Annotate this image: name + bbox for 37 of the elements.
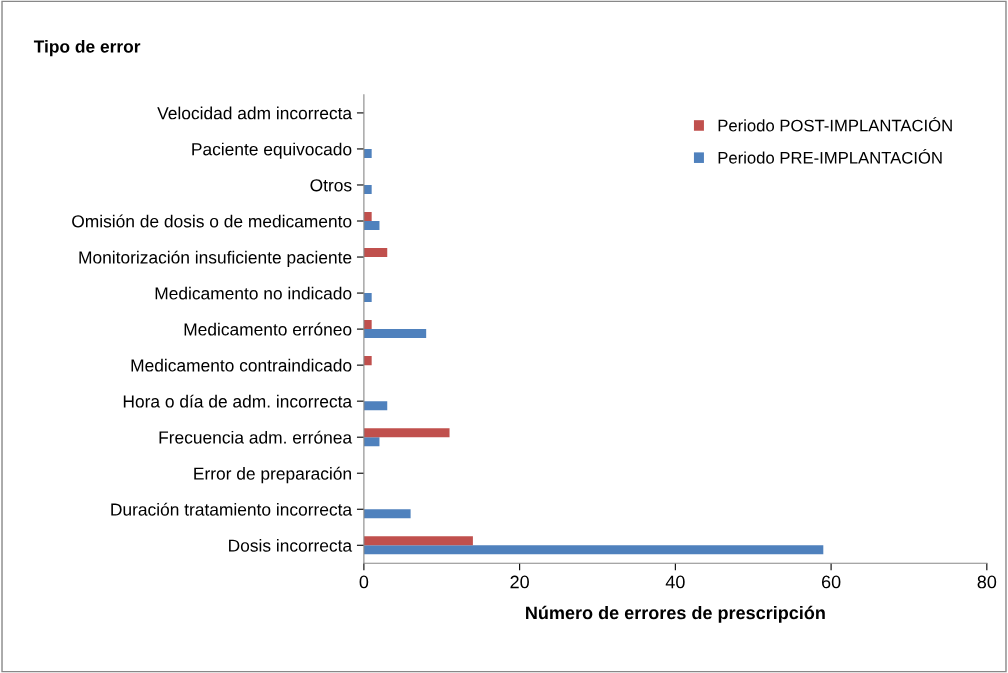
bar: [363, 221, 380, 231]
bar: [363, 509, 411, 519]
y-tick-label: Medicamento contraindicado: [131, 358, 352, 372]
x-tick-label: 60: [821, 575, 841, 589]
bar: [363, 148, 372, 158]
y-tick-label: Hora o día de adm. incorrecta: [123, 394, 353, 408]
y-tick-label: Omisión de dosis o de medicamento: [72, 214, 352, 228]
x-tick-label: 40: [665, 575, 685, 589]
y-tick-label: Duración tratamiento incorrecta: [111, 502, 353, 516]
bar: [363, 536, 473, 546]
x-tick-label: 20: [510, 575, 529, 589]
legend-label: Periodo PRE-IMPLANTACIÓN: [718, 149, 942, 164]
y-tick-label: Frecuencia adm. errónea: [159, 430, 353, 444]
y-tick-label: Dosis incorrecta: [229, 538, 353, 552]
y-tick-label: Error de preparación: [194, 466, 351, 484]
y-tick-label: Otros: [310, 179, 352, 192]
bar: [363, 248, 388, 258]
bar: [363, 428, 450, 438]
bar: [363, 293, 372, 303]
bar: [363, 545, 824, 555]
y-axis-title: Tipo de error: [33, 39, 141, 57]
x-tick-label: 0: [359, 575, 369, 589]
bar: [363, 437, 380, 447]
x-axis-title: Número de errores de prescripción: [526, 605, 825, 623]
bar: [363, 212, 372, 221]
bar: [363, 401, 388, 411]
bar: [363, 329, 427, 339]
y-tick-label: Velocidad adm incorrecta: [157, 106, 353, 120]
y-tick-label: Monitorización insuficiente paciente: [79, 250, 352, 268]
bar: [363, 320, 372, 330]
bar: [363, 184, 372, 194]
y-tick-label: Paciente equivocado: [192, 142, 352, 159]
bar: [363, 356, 372, 366]
legend-label: Periodo POST-IMPLANTACIÓN: [718, 116, 952, 132]
x-tick-label: 80: [977, 575, 997, 589]
y-tick-label: Medicamento no indicado: [155, 286, 352, 300]
y-tick-label: Medicamento erróneo: [184, 322, 352, 336]
